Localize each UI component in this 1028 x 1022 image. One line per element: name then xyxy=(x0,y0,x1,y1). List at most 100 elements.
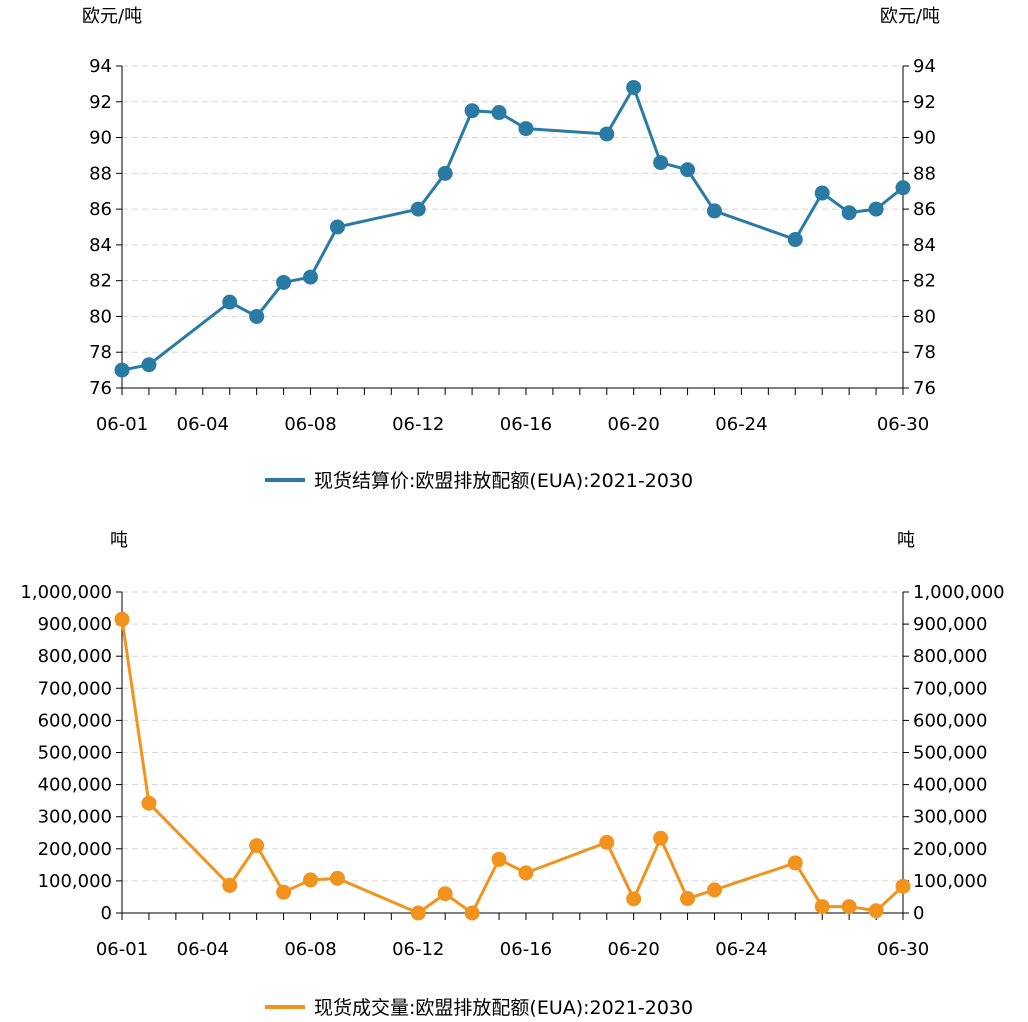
price-y-tick-label-left: 88 xyxy=(89,163,112,184)
volume-y-tick-label-right: 700,000 xyxy=(913,678,987,699)
volume-unit-left: 吨 xyxy=(110,530,128,551)
price-point xyxy=(653,155,669,171)
volume-point xyxy=(141,795,157,811)
price-x-tick-label: 06-08 xyxy=(284,414,336,435)
volume-y-tick-label-left: 0 xyxy=(101,903,112,924)
price-legend: 现货结算价:欧盟排放配额(EUA):2021-2030 xyxy=(265,470,693,492)
price-y-tick-label-right: 84 xyxy=(913,235,936,256)
price-point xyxy=(303,269,319,285)
volume-chart: 吨 吨 0 0 100,000 100,000 200,000 200,000 300,00… xyxy=(20,530,1004,1019)
volume-point xyxy=(706,882,722,898)
volume-point xyxy=(599,834,615,850)
price-point xyxy=(141,357,157,373)
volume-point xyxy=(329,870,345,886)
volume-point xyxy=(518,865,534,881)
price-point xyxy=(787,232,803,248)
price-point xyxy=(841,205,857,221)
volume-y-tick-label-right: 900,000 xyxy=(913,614,987,635)
volume-y-tick-label-right: 800,000 xyxy=(913,646,987,667)
volume-x-tick-label: 06-30 xyxy=(877,939,929,960)
price-point xyxy=(491,105,507,121)
volume-point xyxy=(276,884,292,900)
price-chart: 欧元/吨 欧元/吨 76 76 78 78 80 80 82 82 84 84 86 86 88 88 90… xyxy=(82,6,940,492)
price-y-tick-label-left: 92 xyxy=(89,92,112,113)
volume-point xyxy=(814,899,830,915)
price-point xyxy=(814,185,830,201)
volume-y-tick-label-right: 500,000 xyxy=(913,743,987,764)
price-point xyxy=(437,165,453,181)
volume-y-tick-label-left: 400,000 xyxy=(38,775,112,796)
volume-y-tick-label-left: 1,000,000 xyxy=(20,582,112,603)
volume-y-tick-label-right: 600,000 xyxy=(913,710,987,731)
volume-point xyxy=(410,905,426,921)
price-y-tick-label-left: 94 xyxy=(89,56,112,77)
price-point xyxy=(222,294,238,310)
volume-point xyxy=(626,891,642,907)
price-y-tick-label-right: 76 xyxy=(913,378,936,399)
volume-x-tick-label: 06-08 xyxy=(284,939,336,960)
price-x-tick-label: 06-16 xyxy=(500,414,552,435)
price-y-tick-label-left: 82 xyxy=(89,271,112,292)
price-y-tick-label-left: 80 xyxy=(89,306,112,327)
price-y-tick-label-right: 78 xyxy=(913,342,936,363)
volume-y-tick-label-left: 100,000 xyxy=(38,871,112,892)
volume-y-tick-label-right: 300,000 xyxy=(913,807,987,828)
price-x-tick-label: 06-04 xyxy=(177,414,229,435)
price-point xyxy=(895,180,911,196)
price-point xyxy=(868,201,884,217)
price-point xyxy=(329,219,345,235)
price-y-tick-label-right: 94 xyxy=(913,56,936,77)
price-x-tick-label: 06-30 xyxy=(877,414,929,435)
volume-x-tick-label: 06-04 xyxy=(177,939,229,960)
price-unit-right: 欧元/吨 xyxy=(880,6,940,27)
volume-point xyxy=(114,611,130,627)
price-point xyxy=(114,362,130,378)
price-x-tick-label: 06-20 xyxy=(608,414,660,435)
price-y-tick-label-left: 76 xyxy=(89,378,112,399)
volume-point xyxy=(222,877,238,893)
volume-point xyxy=(841,899,857,915)
volume-x-tick-label: 06-24 xyxy=(715,939,767,960)
volume-y-tick-label-right: 400,000 xyxy=(913,775,987,796)
volume-unit-right: 吨 xyxy=(897,530,915,551)
volume-point xyxy=(787,855,803,871)
price-line xyxy=(121,85,904,372)
price-point xyxy=(518,121,534,137)
volume-point xyxy=(303,872,319,888)
volume-x-tick-label: 06-20 xyxy=(608,939,660,960)
volume-x-tick-label: 06-16 xyxy=(500,939,552,960)
volume-y-tick-label-left: 500,000 xyxy=(38,743,112,764)
volume-x-tick-label: 06-12 xyxy=(392,939,444,960)
price-y-tick-label-left: 78 xyxy=(89,342,112,363)
volume-y-tick-label-right: 200,000 xyxy=(913,839,987,860)
volume-point xyxy=(895,878,911,894)
volume-y-tick-label-right: 0 xyxy=(913,903,924,924)
price-point xyxy=(410,201,426,217)
volume-y-tick-label-right: 1,000,000 xyxy=(913,582,1005,603)
volume-y-tick-label-left: 800,000 xyxy=(38,646,112,667)
volume-legend: 现货成交量:欧盟排放配额(EUA):2021-2030 xyxy=(265,997,693,1019)
price-y-tick-label-left: 84 xyxy=(89,235,112,256)
price-point xyxy=(599,126,615,142)
volume-point xyxy=(653,830,669,846)
price-y-tick-label-right: 92 xyxy=(913,92,936,113)
volume-series xyxy=(114,611,911,921)
volume-axes: 0 0 100,000 100,000 200,000 200,000 300,000 300… xyxy=(20,582,1004,960)
volume-point xyxy=(491,851,507,867)
volume-point xyxy=(437,886,453,902)
volume-y-tick-label-left: 700,000 xyxy=(38,678,112,699)
volume-point xyxy=(464,905,480,921)
price-y-tick-label-right: 88 xyxy=(913,163,936,184)
price-point xyxy=(249,308,265,324)
price-point xyxy=(680,162,696,178)
volume-y-tick-label-left: 600,000 xyxy=(38,710,112,731)
volume-y-tick-label-left: 200,000 xyxy=(38,839,112,860)
price-unit-left: 欧元/吨 xyxy=(82,6,142,27)
price-y-tick-label-right: 86 xyxy=(913,199,936,220)
volume-x-tick-label: 06-01 xyxy=(96,939,148,960)
price-legend-label: 现货结算价:欧盟排放配额(EUA):2021-2030 xyxy=(314,470,693,492)
volume-y-tick-label-left: 300,000 xyxy=(38,807,112,828)
price-x-tick-label: 06-12 xyxy=(392,414,444,435)
price-y-tick-label-left: 90 xyxy=(89,128,112,149)
